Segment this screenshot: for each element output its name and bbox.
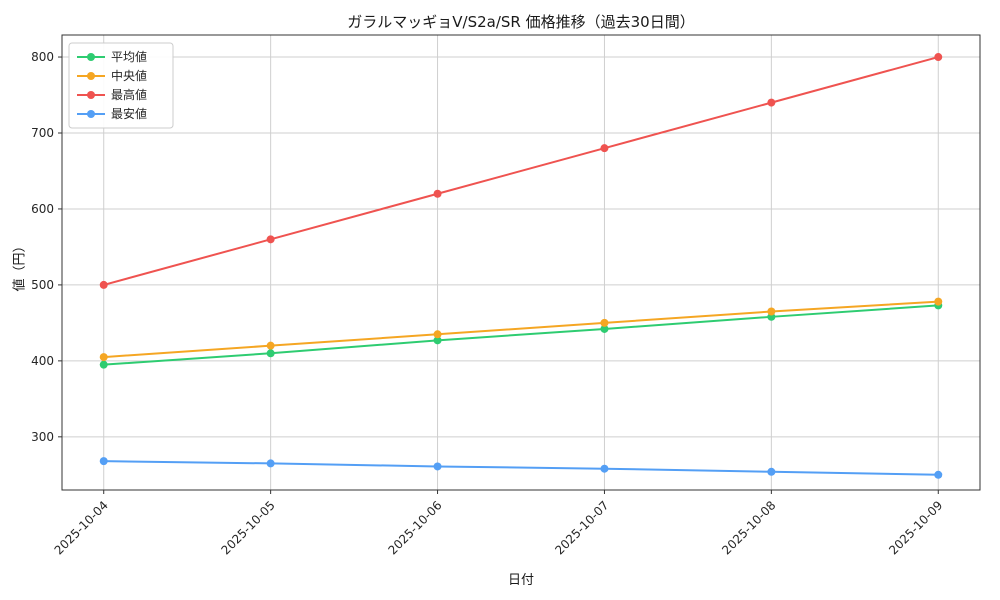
x-tick-label: 2025-10-05	[219, 498, 278, 557]
data-point-marker	[433, 462, 442, 471]
data-point-marker	[767, 467, 776, 476]
series-2	[99, 53, 943, 289]
x-axis-ticks: 2025-10-04 2025-10-05 2025-10-06 2025-10-07…	[52, 490, 945, 557]
chart-title: ガラルマッギョV/S2a/SR 価格推移（過去30日間）	[347, 13, 695, 31]
series-line	[103, 56, 939, 286]
data-point-marker	[600, 144, 609, 153]
y-axis-ticks: 300 400 500 600 700 800	[31, 50, 62, 444]
data-point-marker	[433, 330, 442, 339]
series-line	[103, 300, 939, 359]
data-point-marker	[767, 307, 776, 316]
x-tick-label: 2025-10-08	[719, 498, 778, 557]
legend-marker	[87, 110, 95, 118]
data-point-marker	[934, 53, 943, 62]
y-tick-label: 700	[31, 126, 54, 140]
data-point-marker	[266, 235, 275, 244]
data-point-marker	[934, 297, 943, 306]
data-point-marker	[99, 360, 108, 369]
legend-label: 最高値	[111, 87, 147, 102]
data-point-marker	[99, 457, 108, 466]
data-point-marker	[99, 353, 108, 362]
legend-marker	[87, 53, 95, 61]
y-tick-label: 800	[31, 50, 54, 64]
data-point-marker	[934, 470, 943, 479]
y-tick-label: 500	[31, 278, 54, 292]
legend-box	[68, 42, 174, 129]
series-line	[103, 460, 939, 476]
gridlines	[62, 35, 980, 490]
plot-border	[61, 34, 981, 491]
data-point-marker	[433, 189, 442, 198]
x-tick-label: 2025-10-06	[385, 498, 444, 557]
legend-marker	[87, 91, 95, 99]
data-point-marker	[600, 324, 609, 333]
x-tick-label: 2025-10-09	[886, 498, 945, 557]
y-tick-label: 300	[31, 430, 54, 444]
data-point-marker	[99, 280, 108, 289]
data-point-marker	[266, 341, 275, 350]
data-point-marker	[433, 336, 442, 345]
legend-label: 最安値	[111, 106, 147, 121]
data-point-marker	[600, 318, 609, 327]
x-tick-label: 2025-10-04	[52, 498, 111, 557]
y-tick-label: 600	[31, 202, 54, 216]
y-tick-label: 400	[31, 354, 54, 368]
series-3	[99, 457, 943, 479]
data-point-marker	[767, 98, 776, 107]
series-line	[103, 304, 939, 366]
x-axis-label: 日付	[507, 573, 534, 588]
series-0	[99, 301, 943, 369]
data-point-marker	[600, 464, 609, 473]
legend-marker	[87, 72, 95, 80]
legend-label: 中央値	[111, 68, 147, 83]
legend-label: 平均値	[111, 49, 147, 64]
x-tick-label: 2025-10-07	[552, 498, 611, 557]
data-point-marker	[266, 459, 275, 468]
series-1	[99, 297, 943, 362]
data-point-marker	[266, 349, 275, 358]
